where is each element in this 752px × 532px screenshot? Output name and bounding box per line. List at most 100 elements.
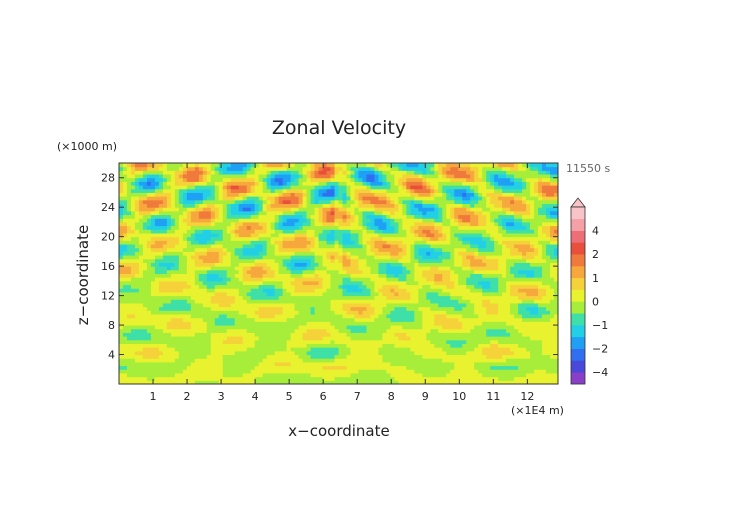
heatmap-cell — [390, 232, 395, 238]
heatmap-cell — [506, 358, 511, 363]
heatmap-cell — [342, 369, 347, 374]
heatmap-cell — [146, 277, 152, 282]
heatmap-cell — [242, 369, 248, 374]
heatmap-cell — [158, 299, 164, 304]
heatmap-cell — [266, 339, 272, 344]
heatmap-cell — [258, 343, 264, 348]
heatmap-cell — [119, 299, 124, 304]
heatmap-cell — [214, 347, 220, 352]
heatmap-cell — [170, 218, 176, 223]
heatmap-cell — [146, 376, 152, 381]
heatmap-cell — [214, 302, 220, 308]
heatmap-cell — [234, 258, 240, 263]
heatmap-cell — [394, 380, 399, 385]
heatmap-cell — [138, 277, 144, 282]
heatmap-cell — [530, 269, 535, 274]
heatmap-cell — [506, 317, 511, 322]
heatmap-cell — [462, 284, 467, 289]
heatmap-cell — [146, 314, 152, 319]
heatmap-cell — [382, 288, 387, 293]
heatmap-cell — [294, 314, 300, 319]
heatmap-cell — [406, 269, 411, 274]
heatmap-cell — [166, 236, 172, 241]
heatmap-cell — [466, 236, 471, 241]
heatmap-cell — [146, 295, 152, 300]
heatmap-cell — [142, 266, 148, 271]
heatmap-cell — [250, 262, 256, 267]
heatmap-cell — [446, 251, 451, 256]
heatmap-cell — [262, 221, 268, 227]
heatmap-cell — [294, 343, 300, 348]
heatmap-cell — [142, 269, 148, 274]
heatmap-cell — [478, 251, 483, 256]
heatmap-cell — [202, 347, 208, 352]
heatmap-cell — [330, 255, 336, 260]
heatmap-cell — [326, 299, 332, 304]
heatmap-cell — [446, 350, 451, 356]
heatmap-cell — [494, 258, 499, 263]
heatmap-cell — [474, 295, 479, 300]
heatmap-cell — [270, 343, 276, 348]
heatmap-cell — [530, 288, 535, 293]
heatmap-cell — [394, 354, 399, 359]
heatmap-cell — [346, 347, 351, 352]
heatmap-cell — [318, 266, 324, 271]
heatmap-cell — [282, 262, 288, 267]
heatmap-cell — [546, 299, 551, 304]
heatmap-cell — [378, 251, 383, 256]
heatmap-cell — [278, 214, 284, 219]
heatmap-cell — [119, 266, 124, 271]
heatmap-cell — [426, 273, 431, 278]
heatmap-cell — [406, 347, 411, 352]
heatmap-cell — [442, 236, 447, 241]
heatmap-cell — [178, 240, 184, 245]
heatmap-cell — [274, 358, 280, 363]
heatmap-cell — [550, 317, 555, 322]
heatmap-cell — [442, 321, 447, 326]
heatmap-cell — [334, 273, 339, 278]
heatmap-cell — [182, 314, 188, 319]
heatmap-cell — [270, 306, 276, 311]
heatmap-cell — [146, 236, 152, 241]
heatmap-cell — [198, 376, 204, 381]
heatmap-cell — [458, 232, 463, 238]
heatmap-cell — [238, 354, 244, 359]
heatmap-cell — [326, 365, 332, 370]
heatmap-cell — [498, 273, 503, 278]
heatmap-cell — [470, 255, 475, 260]
heatmap-cell — [538, 299, 543, 304]
heatmap-cell — [462, 361, 467, 367]
heatmap-cell — [170, 365, 176, 370]
heatmap-cell — [242, 295, 248, 300]
heatmap-cell — [342, 325, 347, 330]
heatmap-cell — [354, 277, 359, 282]
heatmap-cell — [178, 251, 184, 256]
heatmap-cell — [119, 218, 124, 223]
heatmap-cell — [382, 310, 387, 315]
heatmap-cell — [338, 240, 343, 245]
heatmap-cell — [310, 240, 316, 245]
heatmap-cell — [502, 365, 507, 370]
heatmap-cell — [126, 218, 132, 223]
heatmap-cell — [514, 317, 519, 322]
heatmap-cell — [170, 328, 176, 333]
heatmap-cell — [142, 310, 148, 315]
heatmap-cell — [346, 358, 351, 363]
heatmap-cell — [554, 354, 559, 359]
heatmap-cell — [202, 358, 208, 363]
heatmap-cell — [210, 225, 216, 230]
heatmap-cell — [394, 350, 399, 356]
heatmap-cell — [138, 218, 144, 223]
heatmap-cell — [174, 273, 180, 278]
heatmap-cell — [370, 221, 375, 227]
heatmap-cell — [554, 310, 559, 315]
heatmap-cell — [486, 372, 491, 378]
heatmap-cell — [326, 251, 332, 256]
heatmap-cell — [386, 218, 391, 223]
heatmap-cell — [486, 376, 491, 381]
heatmap-cell — [342, 365, 347, 370]
heatmap-cell — [466, 266, 471, 271]
heatmap-cell — [266, 343, 272, 348]
heatmap-cell — [186, 273, 192, 278]
heatmap-cell — [126, 255, 132, 260]
